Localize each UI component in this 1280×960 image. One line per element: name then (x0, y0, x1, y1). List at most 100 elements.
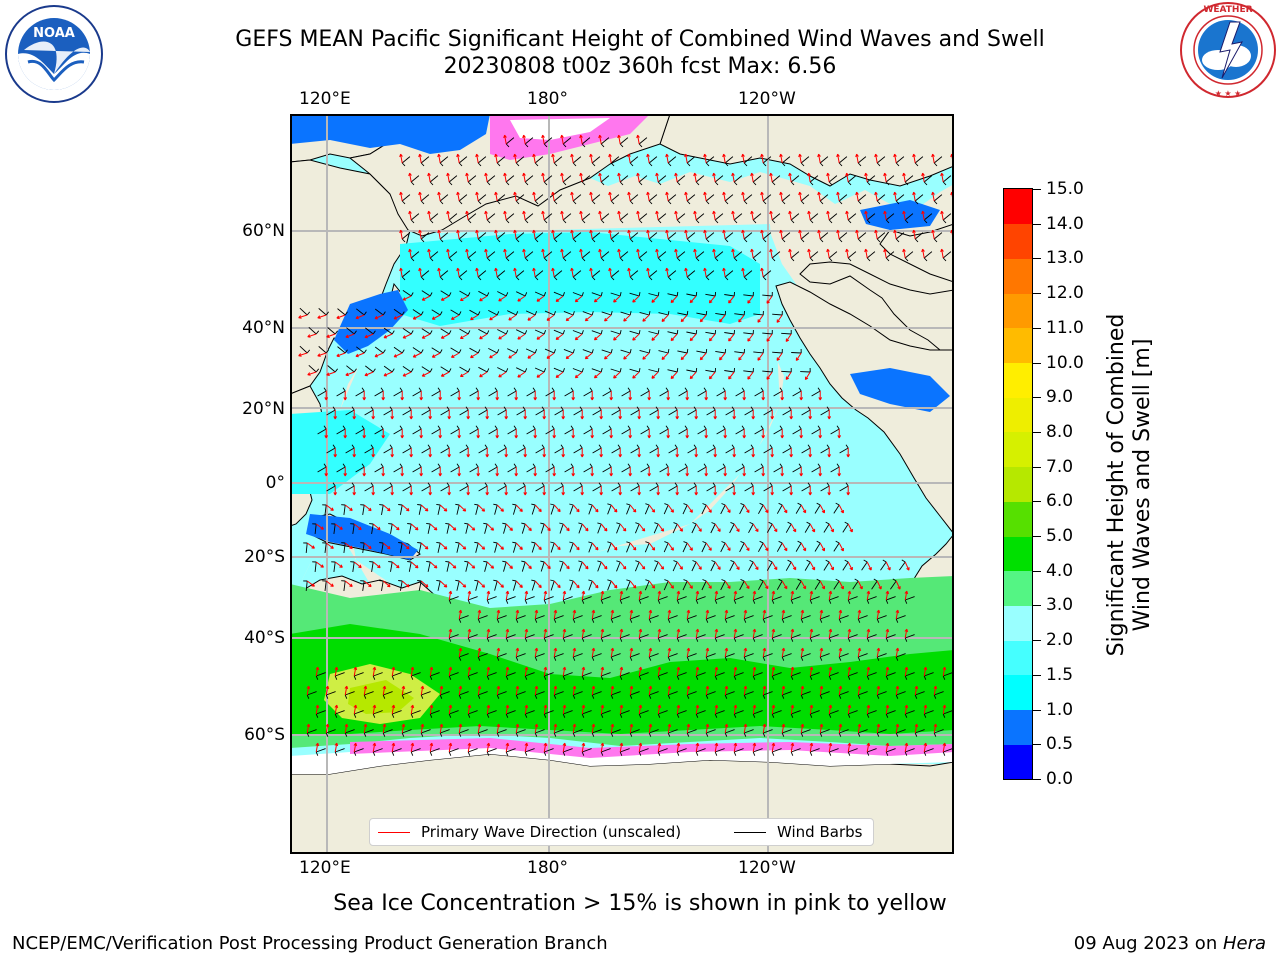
wind-barb (676, 251, 686, 262)
wave-direction-arrow (364, 371, 374, 377)
wind-barb (686, 270, 696, 281)
wave-direction-arrow (574, 333, 583, 341)
wave-direction-arrow (704, 466, 709, 477)
wind-barb (676, 748, 687, 756)
wave-direction-arrow (450, 314, 460, 320)
wave-direction-arrow (524, 561, 532, 570)
wave-direction-arrow (808, 447, 813, 458)
wind-barb (610, 270, 620, 281)
wind-barb (562, 137, 572, 148)
wind-barb (573, 482, 583, 492)
wave-direction-arrow (912, 191, 916, 202)
wave-direction-arrow (670, 333, 678, 342)
wave-direction-arrow (904, 742, 909, 753)
wind-barb (621, 425, 631, 435)
map-frame (290, 114, 954, 854)
wind-barb (781, 367, 792, 373)
wave-direction-arrow (593, 295, 602, 303)
wind-barb (450, 387, 460, 397)
wind-barb (486, 634, 497, 642)
wave-direction-arrow (684, 191, 688, 202)
wave-direction-arrow (629, 647, 634, 658)
wave-direction-arrow (819, 504, 825, 514)
wave-direction-arrow (560, 248, 564, 259)
wave-direction-arrow (885, 590, 890, 601)
wind-barb (714, 672, 725, 680)
wind-barb (876, 156, 886, 167)
wind-barb (458, 270, 468, 281)
wind-barb (450, 463, 460, 473)
wind-barb (353, 672, 364, 680)
wave-direction-arrow (647, 390, 652, 401)
wind-barb (486, 710, 497, 718)
wave-direction-arrow (574, 371, 583, 379)
colorbar-tick (1033, 258, 1041, 260)
wind-barb (781, 156, 791, 167)
wave-direction-arrow (467, 561, 476, 569)
wind-barb (876, 653, 887, 661)
wave-direction-arrow (912, 229, 916, 240)
wave-direction-arrow (800, 504, 807, 514)
wind-barb (678, 425, 688, 435)
wave-direction-arrow (484, 210, 488, 221)
wave-direction-arrow (667, 504, 674, 513)
wave-direction-arrow (741, 229, 745, 240)
wave-direction-arrow (325, 685, 330, 696)
wind-barb (781, 653, 792, 661)
colorbar-cell (1004, 327, 1032, 364)
wave-direction-arrow (799, 390, 804, 401)
wind-barb (474, 541, 479, 553)
wind-barb (299, 307, 311, 316)
wind-barb (429, 710, 440, 718)
wave-direction-arrow (428, 409, 433, 420)
wave-direction-arrow (546, 352, 555, 359)
wave-direction-arrow (828, 742, 833, 753)
wave-direction-arrow (864, 172, 868, 183)
wind-barb (611, 406, 621, 416)
wind-barb (667, 329, 679, 335)
wind-barb (488, 310, 500, 316)
wind-barb (364, 406, 374, 416)
wave-direction-arrow (343, 466, 348, 477)
wave-direction-arrow (680, 352, 688, 361)
wave-direction-arrow (895, 647, 900, 658)
wind-barb (306, 691, 317, 699)
wind-barb (440, 290, 452, 297)
wave-direction-arrow (505, 523, 513, 531)
wave-direction-arrow (315, 742, 320, 753)
wave-direction-arrow (467, 742, 472, 753)
wind-barb (429, 748, 440, 756)
wave-direction-arrow (450, 352, 460, 358)
wave-direction-arrow (400, 428, 405, 439)
wind-barb (439, 691, 450, 699)
wind-barb (572, 368, 584, 373)
wind-barb (572, 232, 582, 243)
wind-barb (758, 578, 764, 591)
wave-direction-arrow (618, 409, 623, 420)
wave-direction-arrow (420, 542, 429, 550)
lat-label-20n: 20°N (242, 399, 285, 419)
wind-barb (572, 653, 583, 661)
wind-barb (486, 596, 497, 604)
wind-barb (714, 251, 724, 262)
wind-barb (781, 729, 792, 737)
wind-barb (534, 291, 547, 297)
wave-direction-arrow (382, 580, 391, 588)
wind-barb (733, 672, 744, 680)
wave-direction-arrow (714, 590, 719, 601)
wind-barb (942, 213, 952, 224)
wave-direction-arrow (600, 742, 605, 753)
wind-barb (429, 213, 439, 224)
wind-barb (600, 251, 610, 262)
wave-direction-arrow (448, 742, 453, 753)
wave-direction-arrow (458, 542, 467, 550)
wave-direction-arrow (743, 580, 750, 590)
lon-label-top-180: 180° (527, 89, 568, 109)
wave-direction-arrow (855, 229, 859, 240)
wave-direction-arrow (457, 390, 462, 401)
wave-direction-arrow (504, 485, 509, 496)
wave-direction-arrow (838, 542, 844, 552)
wind-barb (648, 232, 658, 243)
wind-barb (667, 291, 679, 297)
wave-direction-arrow (477, 580, 486, 588)
